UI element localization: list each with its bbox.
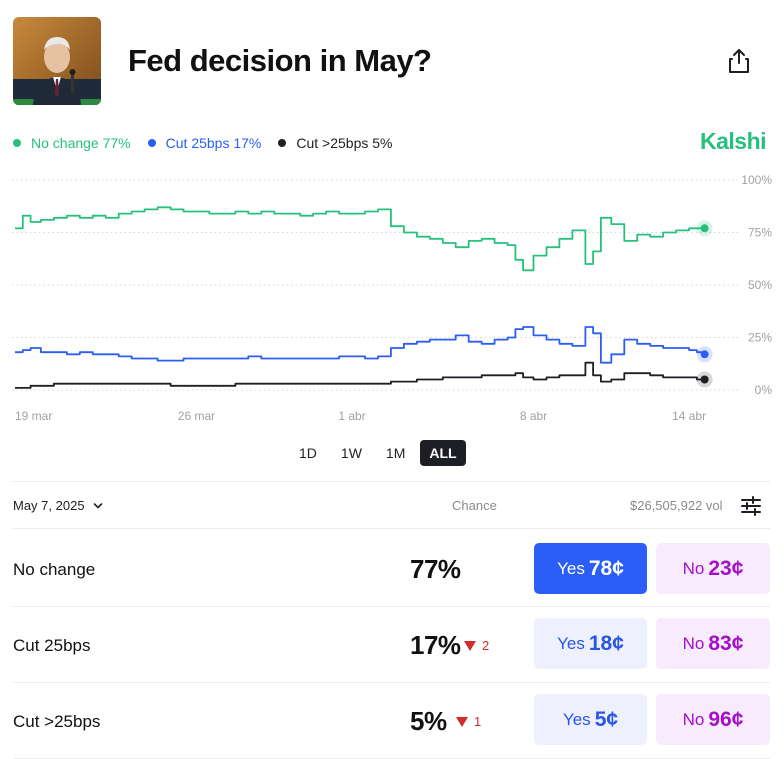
x-tick-label: 26 mar	[178, 409, 215, 423]
buy-no-button[interactable]: No 96¢	[656, 694, 770, 745]
range-all-button[interactable]: ALL	[420, 440, 466, 466]
outcome-row-cut-over-25bps: Cut >25bps 5% 1 Yes 5¢ No 96¢	[13, 683, 770, 759]
y-tick-label: 0%	[755, 383, 773, 397]
probability-chart: 100% 75% 50% 25% 0% 19 mar 26 mar 1 abr 8 abr 14 …	[0, 165, 784, 430]
brand-logo: Kalshi	[700, 128, 767, 154]
legend-dot	[278, 139, 287, 147]
legend-dot	[147, 139, 156, 147]
x-tick-label: 19 mar	[15, 409, 52, 423]
no-text: No	[682, 709, 705, 729]
buy-yes-button[interactable]: Yes 5¢	[534, 694, 647, 745]
buy-yes-button[interactable]: Yes 18¢	[534, 618, 647, 669]
series-endpoint-dot	[700, 224, 709, 233]
no-price: 23¢	[708, 556, 744, 580]
y-tick-label: 100%	[741, 173, 772, 187]
outcome-label: Cut 25bps	[13, 636, 91, 655]
buy-no-button[interactable]: No 83¢	[656, 618, 770, 669]
series-endpoint-dot	[700, 350, 709, 359]
chart-svg: 100% 75% 50% 25% 0% 19 mar 26 mar 1 abr 8 abr 14 …	[12, 173, 773, 423]
yes-text: Yes	[557, 558, 585, 578]
outcomes-header: May 7, 2025 Chance $26,505,922 vol	[13, 481, 770, 529]
legend-item-cut-25bps: Cut 25bps 17%	[147, 135, 262, 151]
change-value: 2	[482, 638, 490, 653]
no-text: No	[682, 558, 705, 578]
volume-label: $26,505,922 vol	[630, 498, 723, 513]
buy-no-button[interactable]: No 23¢	[656, 543, 770, 594]
x-tick-label: 14 abr	[672, 409, 706, 423]
outcome-chance: 5%	[410, 706, 447, 736]
no-text: No	[682, 633, 705, 653]
range-1m-button[interactable]: 1M	[385, 445, 406, 461]
legend-label: Cut 25bps 17%	[165, 135, 262, 151]
change-indicator: 2	[464, 638, 489, 653]
legend-label: No change 77%	[31, 135, 131, 151]
yes-text: Yes	[557, 633, 585, 653]
date-selector[interactable]: May 7, 2025	[13, 498, 103, 513]
outcome-chance: 17%	[410, 630, 461, 660]
outcome-chance: 77%	[410, 554, 461, 584]
yes-text: Yes	[562, 709, 591, 729]
range-1w-button[interactable]: 1W	[340, 445, 362, 461]
yes-price: 78¢	[588, 556, 624, 580]
page-title: Fed decision in May?	[128, 43, 432, 78]
y-tick-label: 25%	[748, 331, 772, 345]
x-tick-label: 1 abr	[338, 409, 365, 423]
chart-legend: No change 77% Cut 25bps 17% Cut >25bps 5…	[13, 133, 410, 153]
y-tick-label: 75%	[748, 226, 772, 240]
legend-item-cut-over-25bps: Cut >25bps 5%	[278, 135, 393, 151]
yes-price: 5¢	[594, 707, 619, 731]
down-arrow-icon	[456, 716, 468, 727]
series-line	[15, 206, 705, 272]
legend-label: Cut >25bps 5%	[296, 135, 393, 151]
share-icon[interactable]	[727, 48, 751, 74]
outcome-row-no-change: No change 77% Yes 78¢ No 23¢	[13, 529, 770, 607]
change-indicator: 1	[456, 714, 481, 729]
outcome-label: Cut >25bps	[13, 712, 101, 731]
outcome-row-cut-25bps: Cut 25bps 17% 2 Yes 18¢ No 83¢	[13, 607, 770, 683]
market-header: Fed decision in May?	[13, 17, 773, 105]
chevron-down-icon	[93, 502, 102, 509]
change-value: 1	[474, 714, 482, 729]
series-line	[15, 326, 706, 364]
outcome-label: No change	[13, 560, 96, 579]
time-range-selector: 1D 1W 1M ALL	[290, 440, 466, 466]
down-arrow-icon	[464, 640, 476, 651]
filter-sliders-icon[interactable]	[740, 495, 762, 517]
no-price: 83¢	[708, 631, 744, 655]
legend-dot	[13, 139, 21, 147]
series-line	[15, 361, 705, 389]
y-tick-label: 50%	[748, 278, 772, 292]
chance-column-header: Chance	[452, 498, 497, 513]
range-1d-button[interactable]: 1D	[299, 445, 317, 461]
yes-price: 18¢	[588, 631, 624, 655]
series-endpoint-dot	[700, 375, 709, 384]
x-tick-label: 8 abr	[520, 409, 547, 423]
buy-yes-button[interactable]: Yes 78¢	[534, 543, 647, 594]
no-price: 96¢	[708, 707, 744, 731]
fed-chair-photo	[13, 17, 101, 105]
legend-item-no-change: No change 77%	[13, 135, 131, 151]
date-label: May 7, 2025	[13, 498, 85, 513]
